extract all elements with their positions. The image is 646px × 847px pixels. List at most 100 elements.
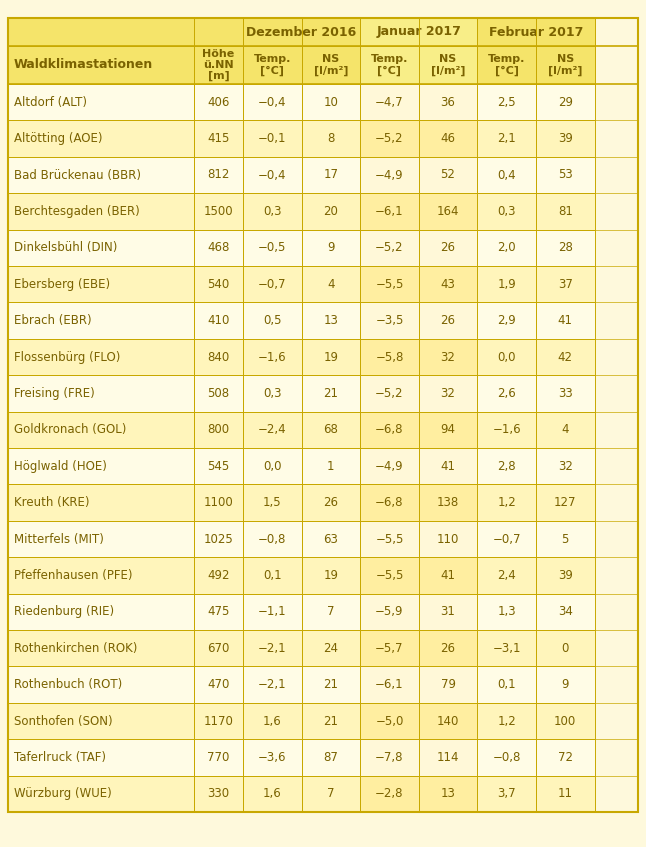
Bar [536, 630, 594, 667]
Text: 0,1: 0,1 [263, 569, 282, 582]
Text: 468: 468 [207, 241, 229, 254]
Text: 1,2: 1,2 [497, 715, 516, 728]
Text: NS
[l/m²]: NS [l/m²] [313, 54, 348, 75]
Text: 4: 4 [561, 424, 569, 436]
Text: 9: 9 [561, 678, 569, 691]
Text: Goldkronach (GOL): Goldkronach (GOL) [14, 424, 127, 436]
Bar [419, 630, 477, 667]
Bar [8, 193, 194, 230]
Text: 1,5: 1,5 [263, 496, 282, 509]
Bar [536, 594, 594, 630]
Bar [477, 120, 536, 157]
Text: 3,7: 3,7 [497, 788, 516, 800]
Text: 812: 812 [207, 169, 229, 181]
Bar [477, 521, 536, 557]
Text: Waldklimastationen: Waldklimastationen [14, 58, 153, 71]
Text: 1,6: 1,6 [263, 715, 282, 728]
Text: 79: 79 [441, 678, 455, 691]
Bar [302, 739, 360, 776]
Bar [360, 157, 419, 193]
Bar [8, 630, 194, 667]
Bar [360, 339, 419, 375]
Bar [8, 594, 194, 630]
Text: 20: 20 [324, 205, 339, 218]
Text: −0,4: −0,4 [258, 169, 287, 181]
Text: 406: 406 [207, 96, 229, 108]
Text: Temp.
[°C]: Temp. [°C] [488, 54, 525, 75]
Text: 8: 8 [327, 132, 335, 145]
Bar [360, 739, 419, 776]
Bar [360, 412, 419, 448]
Text: −7,8: −7,8 [375, 751, 404, 764]
Bar [8, 120, 194, 157]
Text: 0,3: 0,3 [263, 387, 282, 400]
Text: 2,4: 2,4 [497, 569, 516, 582]
Text: 32: 32 [557, 460, 572, 473]
Bar [8, 230, 194, 266]
Bar [477, 667, 536, 703]
Text: Taferlruck (TAF): Taferlruck (TAF) [14, 751, 106, 764]
Bar [302, 339, 360, 375]
Bar [536, 84, 594, 120]
Text: 164: 164 [437, 205, 459, 218]
Bar [536, 266, 594, 302]
Text: 508: 508 [207, 387, 229, 400]
Text: 39: 39 [557, 569, 572, 582]
Text: −0,8: −0,8 [492, 751, 521, 764]
Bar [536, 375, 594, 412]
Bar [536, 193, 594, 230]
Text: Februar 2017: Februar 2017 [489, 25, 583, 38]
Text: 0,4: 0,4 [497, 169, 516, 181]
Text: 26: 26 [441, 314, 455, 327]
Bar [243, 84, 302, 120]
Text: 87: 87 [324, 751, 339, 764]
Bar [536, 157, 594, 193]
Bar [302, 667, 360, 703]
Text: 800: 800 [207, 424, 229, 436]
Bar [243, 739, 302, 776]
Text: 0,1: 0,1 [497, 678, 516, 691]
Bar [360, 448, 419, 484]
Text: Rothenkirchen (ROK): Rothenkirchen (ROK) [14, 642, 138, 655]
Text: −2,1: −2,1 [258, 678, 287, 691]
Bar [194, 339, 243, 375]
Bar [8, 157, 194, 193]
Bar [243, 703, 302, 739]
Bar [8, 412, 194, 448]
Text: 28: 28 [557, 241, 572, 254]
Bar [8, 776, 194, 812]
Bar [8, 46, 194, 84]
Text: 2,9: 2,9 [497, 314, 516, 327]
Bar [243, 193, 302, 230]
Bar [8, 521, 194, 557]
Text: 0,3: 0,3 [263, 205, 282, 218]
Text: Riedenburg (RIE): Riedenburg (RIE) [14, 606, 114, 618]
Bar [477, 630, 536, 667]
Text: 68: 68 [324, 424, 339, 436]
Bar [8, 266, 194, 302]
Text: 32: 32 [441, 351, 455, 363]
Bar [243, 120, 302, 157]
Bar [243, 375, 302, 412]
Text: 33: 33 [558, 387, 572, 400]
Text: 475: 475 [207, 606, 229, 618]
Bar [477, 375, 536, 412]
Bar [477, 557, 536, 594]
Bar [360, 557, 419, 594]
Text: Höglwald (HOE): Höglwald (HOE) [14, 460, 107, 473]
Bar [419, 84, 477, 120]
Text: 11: 11 [557, 788, 573, 800]
Bar [302, 84, 360, 120]
Text: 100: 100 [554, 715, 576, 728]
Bar [360, 594, 419, 630]
Bar [360, 703, 419, 739]
Text: 39: 39 [557, 132, 572, 145]
Bar [8, 18, 243, 46]
Bar [302, 448, 360, 484]
Bar [243, 484, 302, 521]
Bar [360, 230, 419, 266]
Text: 770: 770 [207, 751, 229, 764]
Text: Würzburg (WUE): Würzburg (WUE) [14, 788, 112, 800]
Text: −1,1: −1,1 [258, 606, 287, 618]
Text: −5,7: −5,7 [375, 642, 404, 655]
